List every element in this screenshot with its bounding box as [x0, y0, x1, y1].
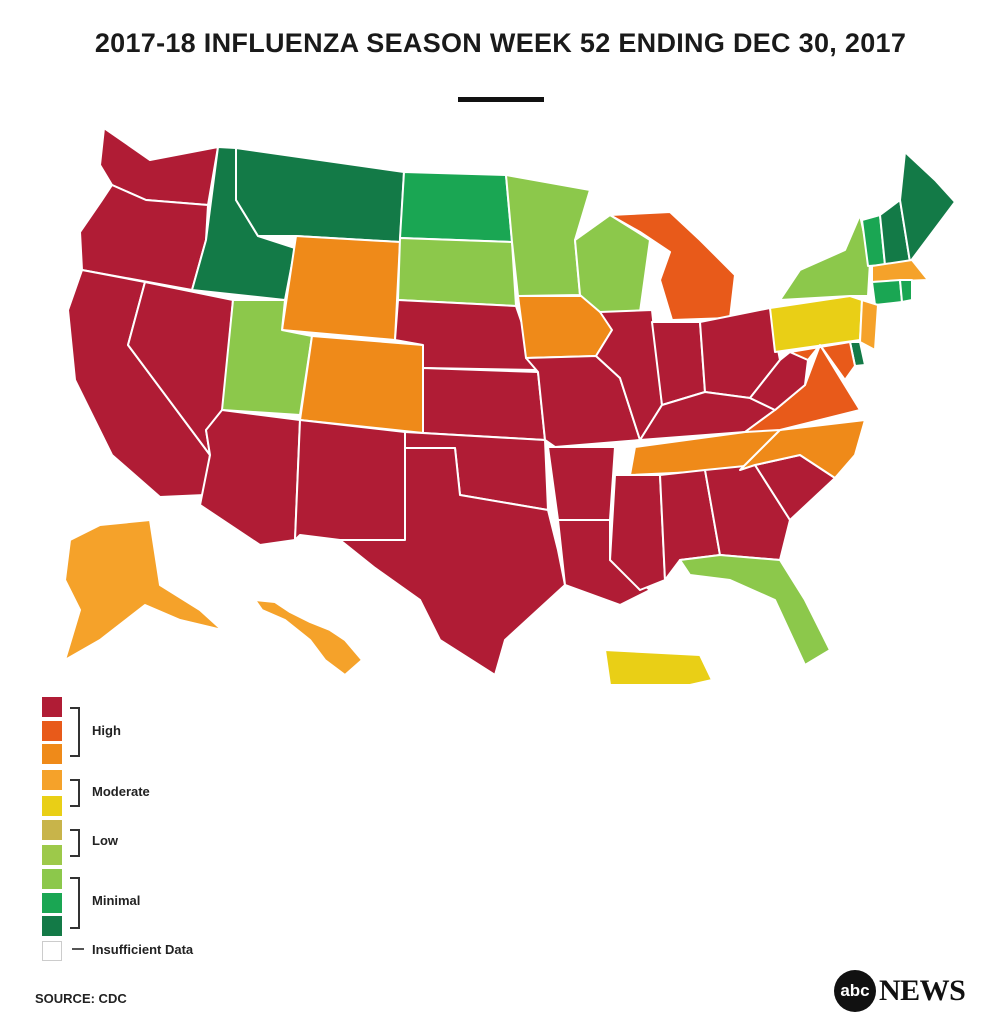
- state-mn: [505, 174, 591, 297]
- legend-swatch-insufficient: [42, 941, 62, 961]
- legend-label-high: High: [92, 723, 121, 738]
- state-ar: [547, 446, 616, 521]
- state-wy: [281, 235, 401, 341]
- legend-bracket-low: [70, 829, 80, 857]
- legend-swatch-minimal-2: [42, 893, 62, 913]
- legend-swatch-minimal-3: [42, 916, 62, 936]
- state-me: [899, 151, 956, 263]
- legend-bracket-moderate: [70, 779, 80, 807]
- legend-swatch-low-1: [42, 820, 62, 840]
- state-fl: [679, 554, 831, 666]
- state-nc: [739, 419, 866, 479]
- legend-bracket-minimal: [70, 877, 80, 929]
- legend-swatch-moderate-1: [42, 770, 62, 790]
- state-pr: [604, 649, 713, 686]
- legend-bracket-high: [70, 707, 80, 757]
- legend-swatch-low-2: [42, 845, 62, 865]
- state-ak: [64, 519, 223, 661]
- state-ri: [899, 279, 913, 303]
- us-flu-map: [64, 127, 956, 686]
- state-ct: [871, 279, 903, 306]
- abc-news-logo: abc NEWS: [834, 970, 966, 1012]
- state-tx: [339, 447, 566, 676]
- map-title: 2017-18 INFLUENZA SEASON WEEK 52 ENDING …: [94, 28, 907, 58]
- legend-label-moderate: Moderate: [92, 784, 150, 799]
- abc-logo-wordmark: NEWS: [879, 974, 966, 1007]
- legend-swatch-high-3: [42, 744, 62, 764]
- legend-swatch-high-1: [42, 697, 62, 717]
- state-ma: [871, 259, 929, 283]
- state-sd: [397, 237, 517, 307]
- title-underline: [458, 97, 544, 102]
- legend-label-low: Low: [92, 833, 118, 848]
- state-in: [651, 321, 706, 406]
- state-co: [299, 335, 424, 434]
- legend-dash-insufficient: [72, 948, 84, 950]
- state-nd: [399, 171, 513, 243]
- state-nj: [859, 299, 879, 351]
- state-mt: [235, 147, 405, 243]
- abc-logo-circle: abc: [834, 970, 876, 1012]
- source-credit: SOURCE: CDC: [35, 991, 127, 1006]
- legend-label-insufficient: Insufficient Data: [92, 942, 194, 957]
- legend-swatch-minimal-1: [42, 869, 62, 889]
- state-ny: [779, 214, 871, 301]
- state-nm: [294, 419, 406, 541]
- state-mi: [609, 211, 736, 321]
- state-ms: [609, 474, 666, 591]
- legend-swatch-moderate-2: [42, 796, 62, 816]
- state-ks: [422, 367, 546, 441]
- legend-swatch-high-2: [42, 721, 62, 741]
- state-hi: [254, 599, 363, 676]
- state-md: [789, 341, 856, 381]
- legend-label-minimal: Minimal: [92, 893, 141, 908]
- state-la: [557, 519, 651, 606]
- state-az: [199, 409, 301, 546]
